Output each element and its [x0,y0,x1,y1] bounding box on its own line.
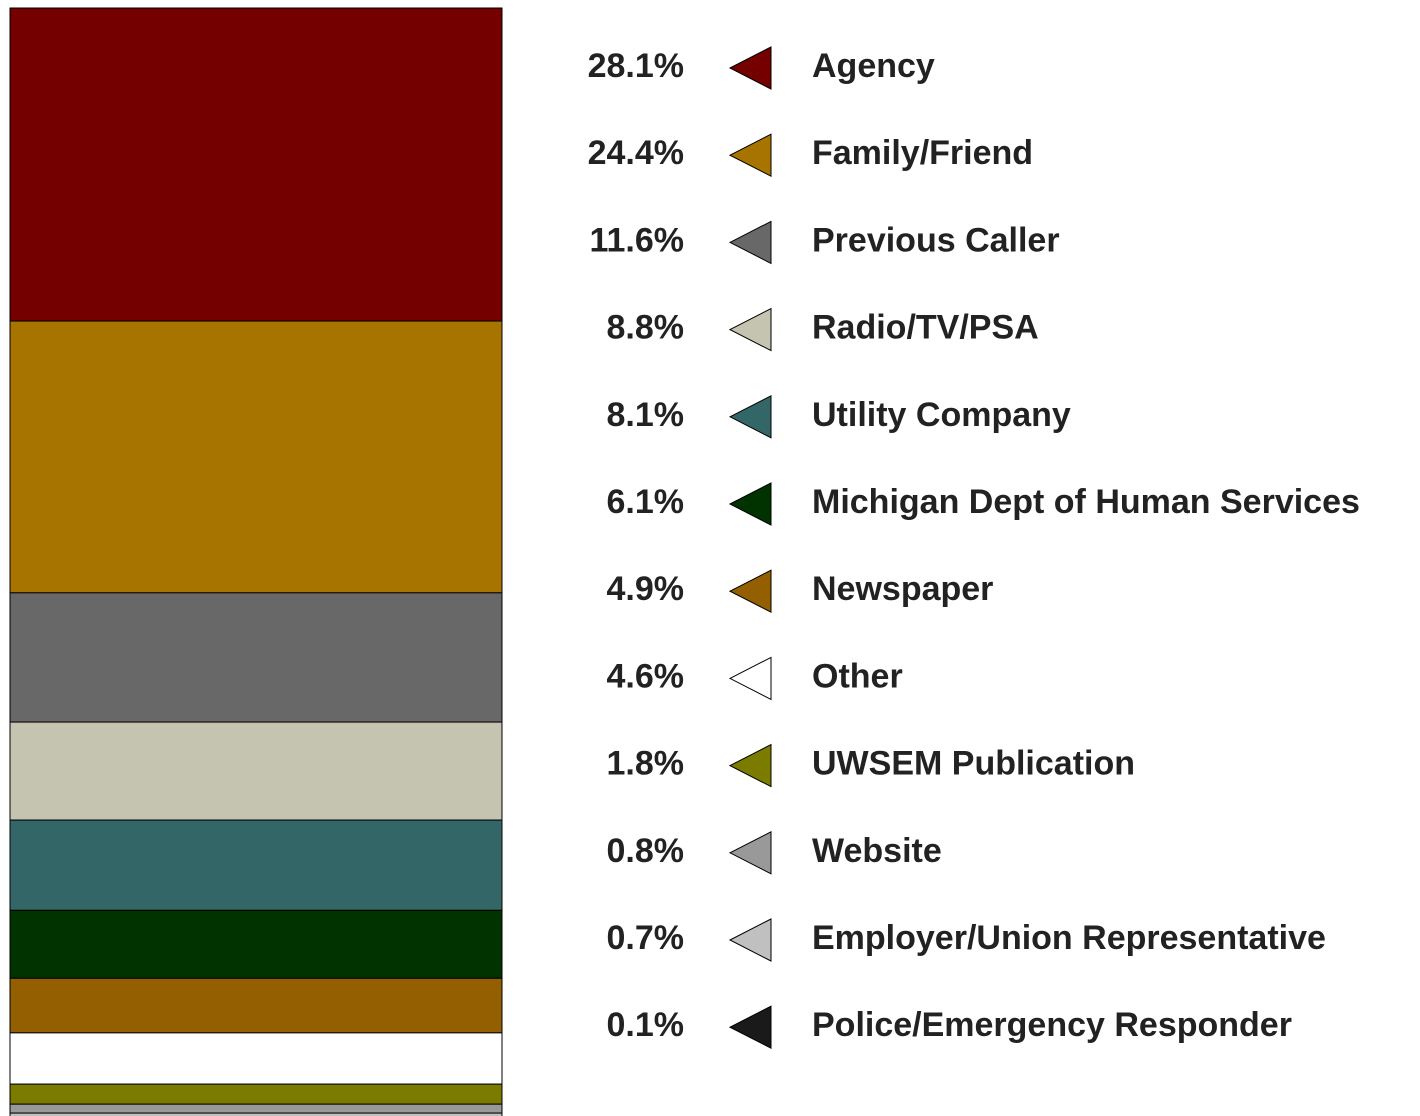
legend-label: Other [812,657,903,695]
legend-label: Newspaper [812,570,993,608]
legend-swatch [728,482,772,526]
legend-label: Employer/Union Representative [812,919,1326,957]
legend-label: Police/Emergency Responder [812,1006,1292,1044]
value-label: 0.7% [607,919,685,957]
legend-label: Agency [812,47,935,85]
value-label: 11.6% [589,221,684,259]
legend-label: Family/Friend [812,134,1033,172]
legend-label: Michigan Dept of Human Services [812,483,1360,521]
bar-segment [9,909,503,979]
value-label: 0.8% [607,832,685,870]
value-label: 8.1% [607,396,685,434]
value-label: 4.6% [607,657,685,695]
legend-swatch [728,133,772,178]
legend-swatch [728,656,772,701]
bar-segment [9,1032,503,1085]
legend-label: Radio/TV/PSA [812,309,1039,347]
legend-swatch [728,569,772,614]
legend-swatch [728,394,772,439]
bar-segment [9,1103,503,1114]
value-label: 8.8% [607,309,685,347]
bar-segment [9,320,503,594]
legend-swatch [728,220,772,265]
legend-label: Utility Company [812,396,1071,434]
bar-segment [9,721,503,821]
bar-segment [9,592,503,723]
bar-segment [9,7,503,322]
value-label: 1.8% [607,745,685,783]
legend-label: UWSEM Publication [812,745,1135,783]
legend-swatch [728,830,772,875]
legend-swatch [728,46,772,90]
value-label: 0.1% [607,1006,685,1044]
legend-swatch [728,918,772,962]
legend-label: Previous Caller [812,221,1060,259]
legend-label: Website [812,832,942,870]
legend-swatch [728,1005,772,1050]
legend-swatch [728,307,772,352]
bar-segment [9,1112,503,1116]
legend-swatch [728,743,772,788]
value-label: 28.1% [588,47,684,85]
value-label: 4.9% [607,570,685,608]
value-label: 6.1% [607,483,685,521]
value-label: 24.4% [588,134,684,172]
bar-segment [9,1083,503,1105]
bar-segment [9,977,503,1034]
bar-segment [9,819,503,911]
